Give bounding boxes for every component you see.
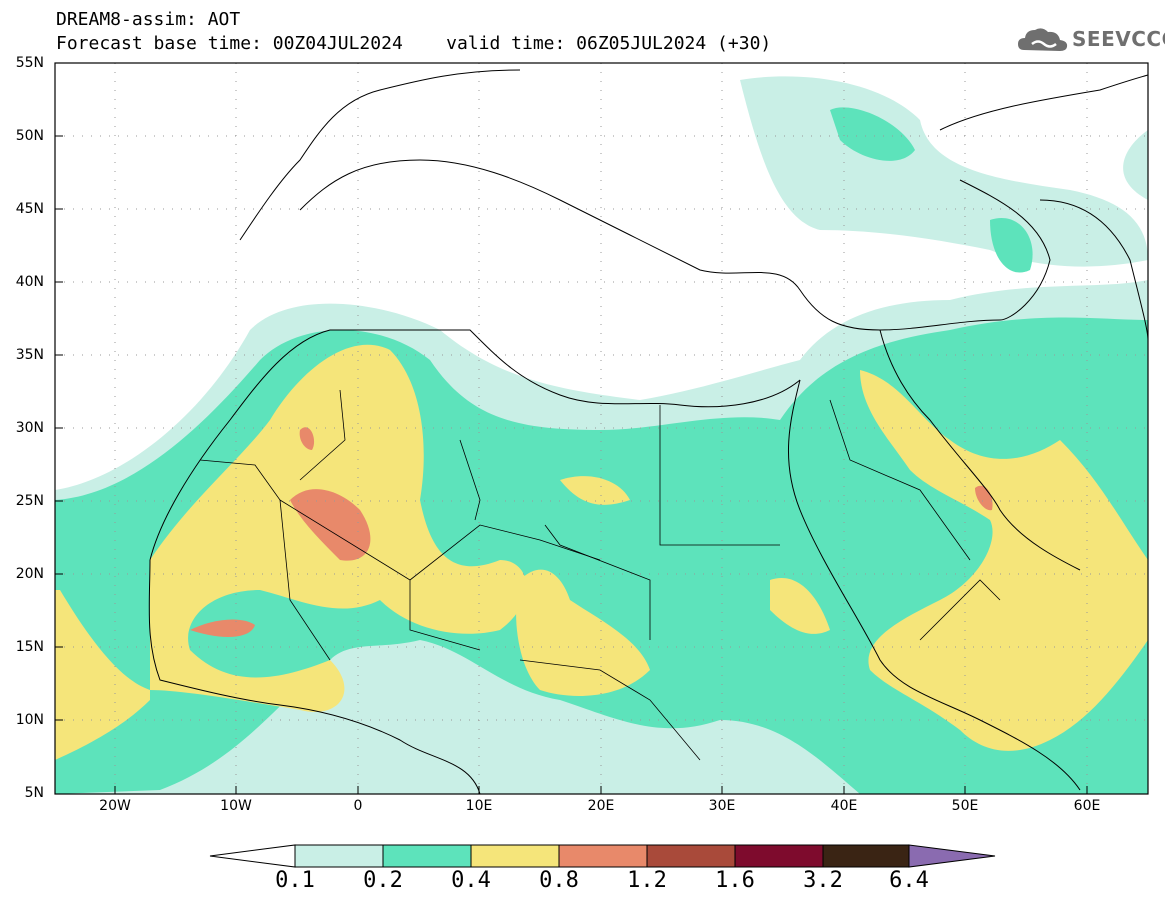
- lon-label: 0: [353, 798, 363, 814]
- lon-label: 20W: [99, 798, 131, 814]
- aot-band-0-8: [190, 427, 993, 637]
- lat-label: 40N: [15, 274, 44, 290]
- lon-label: 60E: [1073, 798, 1101, 814]
- colorbar-label: 0.1: [275, 868, 315, 893]
- lat-label: 35N: [15, 347, 44, 363]
- colorbar-label: 3.2: [803, 868, 843, 893]
- lat-label: 15N: [15, 639, 44, 655]
- coastlines: [148, 69, 1148, 794]
- lon-label: 10W: [220, 798, 252, 814]
- lat-label: 55N: [15, 55, 44, 71]
- lat-label: 50N: [15, 128, 44, 144]
- forecast-time-line: Forecast base time: 00Z04JUL2024 valid t…: [56, 33, 772, 54]
- aot-band-0-4: [55, 344, 1148, 760]
- colorbar-label: 1.6: [715, 868, 755, 893]
- colorbar-label: 0.2: [363, 868, 403, 893]
- country-borders: [199, 389, 1001, 761]
- lat-label: 25N: [15, 493, 44, 509]
- lon-label: 40E: [830, 798, 858, 814]
- colorbar-label: 0.4: [451, 868, 491, 893]
- cloud-icon: [1018, 28, 1068, 51]
- lon-label: 50E: [951, 798, 979, 814]
- colorbar-label: 0.8: [539, 868, 579, 893]
- colorbar-label: 1.2: [627, 868, 667, 893]
- lon-label: 30E: [708, 798, 736, 814]
- lat-label: 10N: [15, 712, 44, 728]
- colorbar: [209, 844, 996, 868]
- axis-ticks: [55, 135, 1088, 794]
- lon-label: 20E: [587, 798, 615, 814]
- logo-text: SEEVCCC: [1072, 27, 1165, 51]
- lon-label: 10E: [465, 798, 493, 814]
- map-title: DREAM8-assim: AOT: [56, 9, 241, 30]
- colorbar-label: 6.4: [889, 868, 929, 893]
- lat-label: 45N: [15, 201, 44, 217]
- lat-label: 30N: [15, 420, 44, 436]
- lat-label: 5N: [24, 785, 44, 801]
- lat-label: 20N: [15, 566, 44, 582]
